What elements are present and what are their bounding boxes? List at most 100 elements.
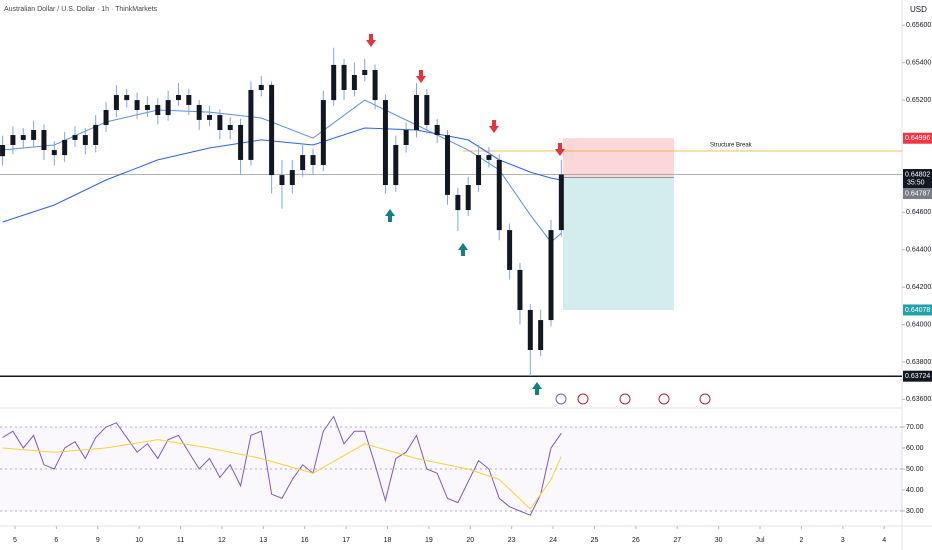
buy-arrows	[385, 209, 542, 395]
up-arrow	[385, 209, 395, 222]
stop-zone	[563, 138, 674, 178]
x-tick-label: 13	[259, 537, 267, 544]
x-tick-label: 30	[715, 537, 723, 544]
candle-body	[238, 124, 244, 160]
price-label-box	[903, 169, 932, 189]
event-icon[interactable]	[577, 393, 589, 405]
candle-body	[413, 95, 419, 131]
price-label: 0.63724	[905, 373, 930, 380]
y-tick-label: 30.00	[906, 508, 924, 515]
candle-body	[331, 64, 337, 101]
candle-body	[124, 95, 130, 101]
candle-body	[496, 159, 502, 231]
price-label-box	[903, 304, 932, 316]
candle-body	[538, 320, 544, 351]
event-icon[interactable]	[555, 393, 567, 405]
candle-body	[393, 144, 399, 186]
x-tick-label: 16	[301, 537, 309, 544]
x-tick-label: 18	[384, 537, 392, 544]
candle-body	[113, 95, 119, 110]
candle-body	[372, 69, 378, 101]
candle-body	[227, 124, 233, 131]
down-arrow	[416, 70, 426, 83]
series-line	[2, 415, 562, 516]
y-tick-label: 0.63600	[906, 396, 931, 403]
event-icon[interactable]	[699, 393, 711, 405]
x-tick-label: 23	[508, 537, 516, 544]
y-tick-label: 70.00	[906, 424, 924, 431]
candle-body	[134, 100, 140, 110]
candle-body	[362, 69, 368, 76]
candle-body	[93, 124, 99, 145]
x-tick-label: 6	[54, 537, 58, 544]
candle-body	[31, 130, 37, 140]
series-line	[2, 99, 562, 243]
series-line	[2, 439, 562, 510]
candle-body	[248, 89, 254, 160]
y-tick-label: 0.64000	[906, 321, 931, 328]
price-label-box	[903, 132, 932, 144]
x-tick-label: Jul	[756, 537, 765, 544]
y-tick-label: 0.63800	[906, 359, 931, 366]
y-tick-label: 0.65200	[906, 97, 931, 104]
y-tick-label: 0.64600	[906, 209, 931, 216]
candle-body	[72, 135, 78, 140]
candle-body	[186, 95, 192, 105]
candle-body	[507, 230, 513, 270]
candle-body	[0, 144, 6, 157]
y-tick-label: 0.65400	[906, 60, 931, 67]
candle-body	[517, 269, 523, 310]
event-icon[interactable]	[619, 393, 631, 405]
candle-body	[434, 124, 440, 136]
up-arrow	[532, 382, 542, 395]
candle-body	[527, 309, 533, 351]
x-tick-label: 3	[841, 537, 845, 544]
currency[interactable]: USD	[910, 5, 927, 14]
up-arrow	[458, 243, 468, 256]
candle-body	[300, 155, 306, 171]
candle-body	[548, 230, 554, 321]
event-icon[interactable]	[658, 393, 670, 405]
price-label: 0.64787	[905, 190, 930, 197]
y-tick-label: 60.00	[906, 445, 924, 452]
countdown: 35:50	[907, 179, 925, 186]
candle-body	[51, 150, 57, 156]
price-label-box	[903, 188, 932, 200]
x-tick-label: 11	[177, 537, 184, 544]
x-tick-label: 5	[13, 537, 17, 544]
candle-body	[558, 174, 564, 231]
y-tick-label: 0.64200	[906, 284, 931, 291]
down-arrow	[366, 34, 376, 47]
y-tick-label: 40.00	[906, 487, 924, 494]
candle-body	[424, 95, 430, 125]
candle-body	[175, 95, 181, 101]
x-tick-label: 10	[135, 537, 143, 544]
candle-body	[258, 84, 264, 90]
price-label: 0.64996	[905, 135, 930, 142]
down-arrow	[489, 120, 499, 133]
price-label: 0.64078	[905, 307, 930, 314]
x-tick-label: 9	[96, 537, 100, 544]
candle-body	[465, 185, 471, 211]
candle-body	[82, 135, 88, 145]
candle-body	[476, 155, 482, 186]
candle-body	[320, 100, 326, 165]
candle-body	[351, 75, 357, 90]
candle-body	[455, 194, 461, 211]
x-tick-label: 17	[342, 537, 350, 544]
candle-body	[155, 104, 161, 116]
candle-body	[144, 104, 150, 110]
x-tick-label: 4	[882, 537, 886, 544]
line-label: Structure Break	[710, 143, 753, 149]
y-tick-label: 0.64400	[906, 247, 931, 254]
target-zone	[563, 177, 674, 310]
candle-body	[279, 175, 285, 186]
y-tick-label: 0.65600	[906, 22, 931, 29]
candle-body	[269, 84, 275, 176]
x-tick-label: 12	[218, 537, 226, 544]
candle-body	[310, 155, 316, 165]
x-tick-label: 2	[799, 537, 803, 544]
